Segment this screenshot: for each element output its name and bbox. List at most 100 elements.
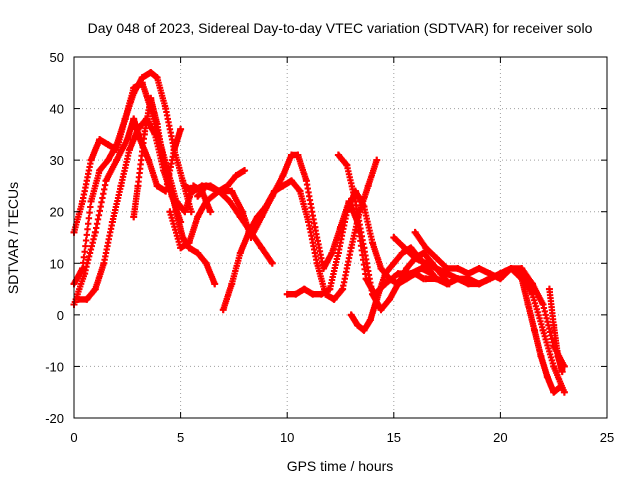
y-tick-label: 40 — [50, 102, 64, 117]
data-point — [211, 280, 219, 288]
data-point — [486, 275, 494, 283]
data-point — [228, 187, 236, 195]
points-layer — [70, 68, 568, 396]
data-point — [400, 244, 408, 252]
data-point — [166, 182, 174, 190]
series-markers — [166, 151, 436, 298]
data-point — [189, 187, 197, 195]
data-point — [347, 244, 355, 252]
data-point — [113, 156, 121, 164]
data-point — [360, 203, 368, 211]
data-point — [368, 239, 376, 247]
data-point — [496, 270, 504, 278]
data-point — [556, 383, 564, 391]
data-point — [422, 259, 430, 267]
data-point — [300, 285, 308, 293]
data-point — [140, 130, 148, 138]
chart-title: Day 048 of 2023, Sidereal Day-to-day VTE… — [88, 20, 593, 36]
data-point — [377, 264, 385, 272]
data-point — [420, 249, 428, 257]
ticks-layer: 0 5 10 15 20 25 -20 -10 0 10 20 30 40 50 — [45, 50, 614, 445]
data-point — [287, 151, 295, 159]
data-point — [268, 259, 276, 267]
data-point — [262, 203, 270, 211]
x-tick-label: 5 — [177, 430, 184, 445]
data-point — [185, 239, 193, 247]
series-6 — [166, 151, 436, 298]
data-point — [317, 290, 325, 298]
data-point — [411, 254, 419, 262]
x-tick-label: 10 — [280, 430, 294, 445]
data-point — [360, 326, 368, 334]
data-point — [79, 197, 87, 205]
data-point — [87, 197, 95, 205]
y-tick-label: -10 — [45, 359, 64, 374]
series-17 — [545, 285, 566, 376]
data-point — [153, 120, 161, 128]
data-point — [194, 249, 202, 257]
data-point — [153, 182, 161, 190]
data-point — [475, 264, 483, 272]
data-point — [443, 264, 451, 272]
data-point — [351, 197, 359, 205]
data-point — [228, 280, 236, 288]
data-point — [96, 136, 104, 144]
y-tick-label: 10 — [50, 256, 64, 271]
data-point — [172, 208, 180, 216]
data-point — [134, 182, 142, 190]
data-point — [343, 161, 351, 169]
data-point — [373, 295, 381, 303]
data-point — [554, 352, 562, 360]
x-tick-label: 15 — [387, 430, 401, 445]
data-point — [104, 156, 112, 164]
data-point — [432, 264, 440, 272]
data-point — [390, 234, 398, 241]
data-point — [475, 280, 483, 288]
data-point — [539, 326, 547, 334]
data-point — [302, 177, 310, 185]
data-point — [181, 208, 189, 216]
y-tick-label: -20 — [45, 411, 64, 426]
data-point — [364, 182, 372, 190]
data-point — [100, 259, 108, 267]
data-point — [313, 259, 321, 267]
data-point — [206, 208, 214, 216]
data-point — [403, 264, 411, 272]
data-point — [558, 368, 566, 376]
data-point — [411, 270, 419, 278]
data-point — [232, 172, 240, 180]
data-point — [377, 306, 385, 314]
grid-layer — [74, 57, 607, 418]
data-point — [202, 182, 210, 190]
data-point — [113, 141, 121, 149]
data-point — [454, 275, 462, 283]
data-point — [539, 301, 547, 309]
data-point — [241, 166, 249, 174]
data-point — [270, 187, 278, 195]
data-point — [390, 259, 398, 267]
data-point — [464, 280, 472, 288]
data-point — [187, 208, 195, 216]
data-point — [123, 136, 131, 144]
data-point — [550, 388, 558, 396]
data-point — [117, 182, 125, 190]
data-point — [518, 275, 526, 283]
data-point — [258, 244, 266, 252]
data-point — [373, 156, 381, 164]
series-markers — [411, 229, 568, 370]
x-tick-label: 25 — [600, 430, 614, 445]
data-point — [279, 172, 287, 180]
data-point — [177, 244, 185, 252]
data-point — [145, 156, 153, 164]
data-point — [253, 213, 261, 221]
data-point — [366, 316, 374, 324]
data-point — [194, 192, 202, 200]
data-point — [202, 259, 210, 267]
data-point — [528, 290, 536, 298]
data-point — [443, 280, 451, 288]
y-tick-label: 50 — [50, 50, 64, 65]
series-14 — [411, 228, 568, 370]
data-point — [354, 321, 362, 329]
data-point — [334, 151, 342, 159]
data-point — [311, 223, 319, 231]
